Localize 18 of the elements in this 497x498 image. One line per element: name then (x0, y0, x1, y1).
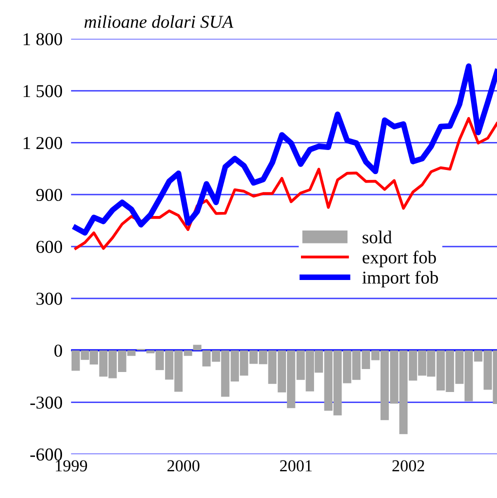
line-series (74, 117, 497, 250)
y-tick-label: -600 (30, 448, 62, 461)
legend-label: import fob (362, 270, 438, 288)
y-tick-label: 1 800 (24, 33, 62, 46)
y-tick-label: -300 (30, 396, 62, 409)
x-tick-label: 1999 (56, 460, 88, 472)
y-tick-label: 1 500 (24, 85, 62, 98)
chart-title: milioane dolari SUA (84, 15, 234, 28)
y-tick-label: 600 (36, 240, 62, 253)
x-tick-label: 2002 (392, 460, 424, 472)
y-tick-label: 0 (54, 344, 62, 357)
y-tick-label: 900 (36, 188, 62, 202)
legend-label: export fob (362, 250, 436, 268)
y-tick-label: 300 (36, 292, 62, 305)
x-tick-label: 2000 (167, 460, 200, 472)
legend-label: sold (362, 230, 392, 244)
x-tick-label: 2001 (280, 460, 312, 472)
y-tick-label: 1 200 (24, 136, 62, 150)
